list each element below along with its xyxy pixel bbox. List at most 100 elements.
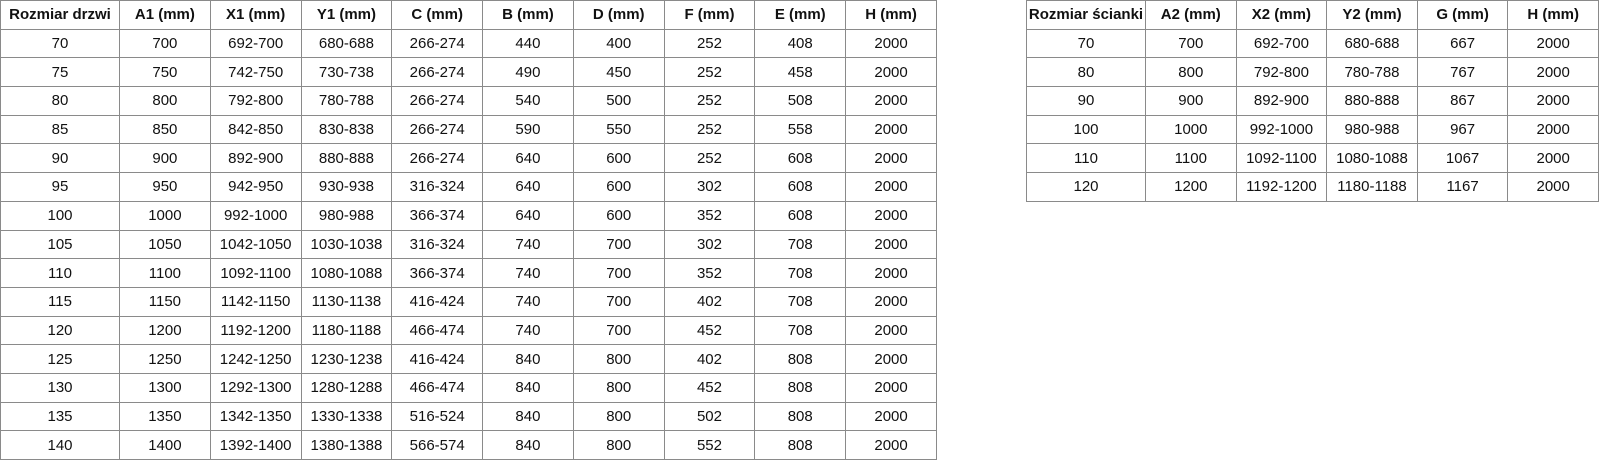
table-cell: 115 xyxy=(0,286,120,317)
table-cell: 2000 xyxy=(1507,57,1599,88)
table-cell: 1300 xyxy=(119,372,211,403)
table-cell: 708 xyxy=(754,258,847,288)
table-cell: 740 xyxy=(482,258,574,288)
table-cell: 75 xyxy=(0,57,120,88)
table-cell: 252 xyxy=(663,57,756,88)
table-cell: 2000 xyxy=(845,401,937,432)
table-cell: 700 xyxy=(572,315,665,346)
table-cell: 842-850 xyxy=(209,114,302,145)
column-header: A1 (mm) xyxy=(119,0,211,30)
table-cell: 692-700 xyxy=(209,28,302,59)
table-cell: 2000 xyxy=(845,258,937,288)
table-row: 120 1200 1192-1200 1180-1188 1167 2000 xyxy=(1026,172,1599,202)
table-cell: 1200 xyxy=(1145,172,1237,202)
table-cell: 640 xyxy=(482,143,574,174)
table-cell: 600 xyxy=(572,143,665,174)
table-cell: 316-324 xyxy=(391,229,484,260)
table-cell: 2000 xyxy=(845,286,937,317)
table-cell: 980-988 xyxy=(300,200,393,231)
table-cell: 808 xyxy=(754,344,847,374)
table-cell: 700 xyxy=(119,28,211,59)
table-cell: 2000 xyxy=(845,172,937,202)
table-cell: 792-800 xyxy=(1235,57,1328,88)
table-cell: 780-788 xyxy=(300,86,393,116)
table-cell: 466-474 xyxy=(391,372,484,403)
table-cell: 950 xyxy=(119,172,211,202)
table-cell: 780-788 xyxy=(1326,57,1418,88)
table-cell: 2000 xyxy=(845,28,937,59)
table-cell: 90 xyxy=(0,143,120,174)
table-cell: 892-900 xyxy=(209,143,302,174)
table-row: 120 1200 1192-1200 1180-1188 466-474 740 700 45… xyxy=(0,315,937,346)
table-row: 115 1150 1142-1150 1130-1138 416-424 740 700 40… xyxy=(0,286,937,317)
table-cell: 800 xyxy=(572,430,665,460)
table-cell: 1230-1238 xyxy=(300,344,393,374)
table-row: 125 1250 1242-1250 1230-1238 416-424 840 800 40… xyxy=(0,344,937,374)
table-cell: 667 xyxy=(1416,28,1509,59)
table-row: 70 700 692-700 680-688 667 2000 xyxy=(1026,28,1599,59)
table-cell: 100 xyxy=(1026,114,1146,145)
table-cell: 700 xyxy=(1145,28,1237,59)
table-cell: 302 xyxy=(663,172,756,202)
table-cell: 740 xyxy=(482,229,574,260)
table-cell: 992-1000 xyxy=(209,200,302,231)
table-cell: 967 xyxy=(1416,114,1509,145)
table-cell: 110 xyxy=(1026,143,1146,174)
table-cell: 110 xyxy=(0,258,120,288)
table-cell: 2000 xyxy=(1507,143,1599,174)
table-cell: 708 xyxy=(754,315,847,346)
table-cell: 252 xyxy=(663,143,756,174)
column-header: X2 (mm) xyxy=(1235,0,1328,30)
table-cell: 1030-1038 xyxy=(300,229,393,260)
table-row: 95 950 942-950 930-938 316-324 640 600 302 608 20… xyxy=(0,172,937,202)
table-row: 80 800 792-800 780-788 767 2000 xyxy=(1026,57,1599,88)
table-cell: 792-800 xyxy=(209,86,302,116)
table-cell: 700 xyxy=(572,286,665,317)
table-cell: 402 xyxy=(663,344,756,374)
table-cell: 1130-1138 xyxy=(300,286,393,317)
table-cell: 2000 xyxy=(1507,172,1599,202)
table-cell: 500 xyxy=(572,86,665,116)
table-cell: 408 xyxy=(754,28,847,59)
table-cell: 352 xyxy=(663,200,756,231)
table-cell: 750 xyxy=(119,57,211,88)
table-cell: 600 xyxy=(572,200,665,231)
column-header: D (mm) xyxy=(572,0,665,30)
table-cell: 70 xyxy=(0,28,120,59)
table-cell: 1080-1088 xyxy=(300,258,393,288)
column-header: G (mm) xyxy=(1416,0,1509,30)
table-cell: 452 xyxy=(663,315,756,346)
table-cell: 808 xyxy=(754,401,847,432)
table-cell: 266-274 xyxy=(391,57,484,88)
table-cell: 466-474 xyxy=(391,315,484,346)
table-row: 100 1000 992-1000 980-988 967 2000 xyxy=(1026,114,1599,145)
table-cell: 266-274 xyxy=(391,86,484,116)
table-cell: 1142-1150 xyxy=(209,286,302,317)
table-cell: 85 xyxy=(0,114,120,145)
table-cell: 867 xyxy=(1416,86,1509,116)
table-cell: 558 xyxy=(754,114,847,145)
table-cell: 416-424 xyxy=(391,344,484,374)
table-cell: 742-750 xyxy=(209,57,302,88)
table-cell: 900 xyxy=(119,143,211,174)
table-cell: 352 xyxy=(663,258,756,288)
table-cell: 402 xyxy=(663,286,756,317)
table-cell: 830-838 xyxy=(300,114,393,145)
table-cell: 552 xyxy=(663,430,756,460)
table-cell: 366-374 xyxy=(391,200,484,231)
table-cell: 980-988 xyxy=(1326,114,1418,145)
table-cell: 808 xyxy=(754,430,847,460)
table-cell: 930-938 xyxy=(300,172,393,202)
table-cell: 700 xyxy=(572,229,665,260)
table-cell: 840 xyxy=(482,372,574,403)
table-cell: 1100 xyxy=(119,258,211,288)
table-cell: 266-274 xyxy=(391,28,484,59)
table-cell: 692-700 xyxy=(1235,28,1328,59)
table-cell: 2000 xyxy=(1507,114,1599,145)
column-header: Y2 (mm) xyxy=(1326,0,1418,30)
table-cell: 590 xyxy=(482,114,574,145)
table-cell: 1250 xyxy=(119,344,211,374)
table-cell: 1180-1188 xyxy=(1326,172,1418,202)
table-cell: 2000 xyxy=(845,315,937,346)
table-cell: 90 xyxy=(1026,86,1146,116)
